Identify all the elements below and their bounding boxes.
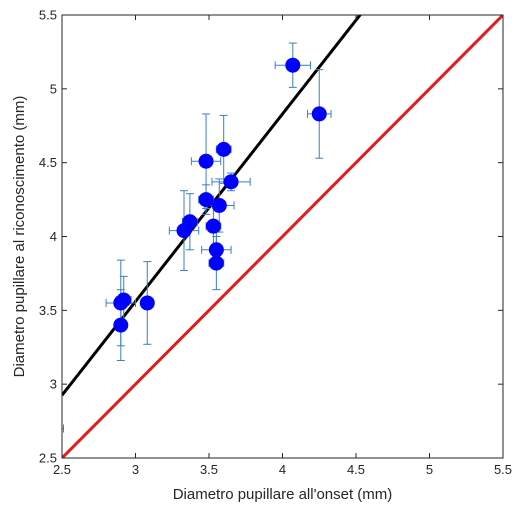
tick-layer: 2.5 3 3.5 4 4.5 5 5.5 2.5 3 3.5 4 4.5 5 5.5 xyxy=(39,8,512,478)
x-tick-label: 4.5 xyxy=(347,462,365,477)
y-tick-label: 4 xyxy=(50,229,57,244)
x-tick-label: 4 xyxy=(279,462,286,477)
y-tick-label: 3 xyxy=(50,377,57,392)
y-tick-label: 3.5 xyxy=(39,303,57,318)
edge-errorbar xyxy=(62,424,64,433)
data-point xyxy=(208,242,224,258)
data-point xyxy=(198,192,214,208)
data-point xyxy=(182,214,198,230)
data-point xyxy=(113,317,129,333)
x-tick-label: 3.5 xyxy=(200,462,218,477)
identity-line xyxy=(62,15,503,458)
y-tick-label: 5 xyxy=(50,81,57,96)
data-point xyxy=(208,255,224,271)
y-axis-title: Diametro pupillare al riconoscimento (mm… xyxy=(11,96,28,378)
data-point xyxy=(223,174,239,190)
marker-layer xyxy=(113,57,327,333)
data-point xyxy=(198,153,214,169)
x-tick-label: 5.5 xyxy=(494,462,512,477)
data-point xyxy=(139,295,155,311)
x-axis-title: Diametro pupillare all'onset (mm) xyxy=(173,486,393,503)
data-point xyxy=(285,57,301,73)
y-tick-label: 4.5 xyxy=(39,155,57,170)
x-tick-label: 3 xyxy=(132,462,139,477)
x-tick-label: 2.5 xyxy=(53,462,71,477)
data-point xyxy=(311,106,327,122)
x-tick-label: 5 xyxy=(426,462,433,477)
data-point xyxy=(211,197,227,213)
data-point xyxy=(216,141,232,157)
data-point xyxy=(205,218,221,234)
y-tick-label: 2.5 xyxy=(39,451,57,466)
data-point xyxy=(116,292,132,308)
y-tick-label: 5.5 xyxy=(39,8,57,23)
